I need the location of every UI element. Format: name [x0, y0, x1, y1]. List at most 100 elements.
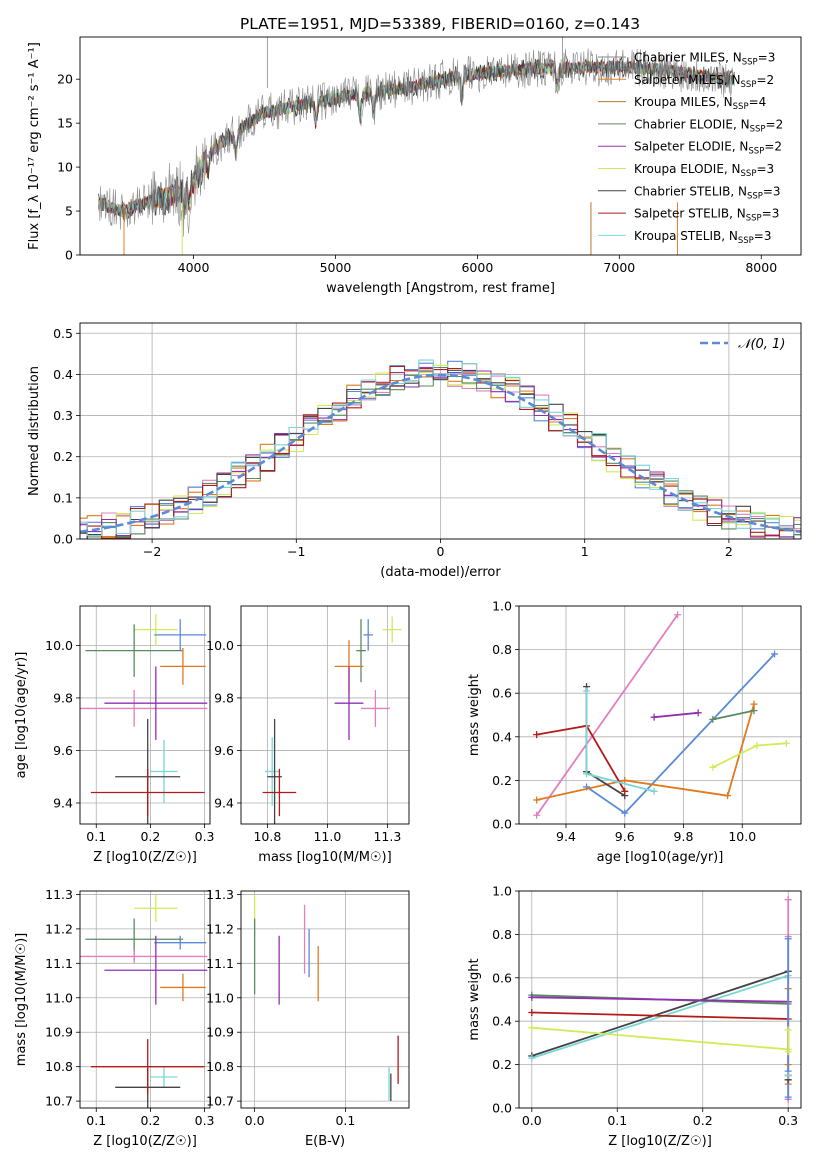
weight-series-0 [535, 614, 679, 816]
y-tick-label: 0.8 [492, 927, 512, 942]
weight-marker [782, 739, 790, 747]
y-axis-label: age [log10(age/yr)] [14, 652, 29, 779]
errorbar-group [80, 613, 208, 824]
errorbar-group [262, 616, 402, 824]
x-tick-label: 5000 [320, 260, 352, 275]
weight-marker [621, 776, 629, 784]
errorbar-group [80, 894, 208, 1108]
x-tick-label: 0.3 [195, 829, 215, 844]
y-tick-label: 10.9 [206, 1025, 234, 1040]
x-axis-label: wavelength [Angstrom, rest frame] [326, 281, 555, 296]
weight-series-1 [531, 974, 789, 1059]
weight-marker [621, 809, 629, 817]
spectrum-series-0 [98, 48, 735, 237]
weight-marker [674, 611, 682, 619]
weight-lines [533, 611, 790, 819]
legend-entry: Chabrier STELIB, NSSP=3 [634, 184, 781, 201]
x-tick-label: 11.0 [313, 829, 341, 844]
weight-marker [533, 731, 541, 739]
weight-lines [528, 896, 792, 1103]
weight-series-5 [531, 1026, 789, 1051]
y-axis-label: mass weight [467, 674, 482, 756]
x-tick-label: 10.0 [728, 829, 756, 844]
y-tick-label: 11.0 [206, 990, 234, 1005]
errorbar-group [253, 894, 399, 1102]
y-tick-label: 0 [65, 248, 73, 263]
y-tick-label: 9.4 [214, 795, 234, 810]
y-tick-label: 10.8 [45, 1059, 73, 1074]
y-tick-label: 5 [65, 204, 73, 219]
weight-marker [750, 700, 758, 708]
legend-entry: Kroupa MILES, NSSP=4 [634, 95, 766, 112]
y-axis-label: mass [log10(M/M☉)] [14, 933, 29, 1066]
y-tick-label: 9.6 [214, 743, 234, 758]
legend-entry: Salpeter MILES, NSSP=2 [634, 73, 774, 90]
histogram-steps [80, 359, 801, 539]
legend-entry: 𝒩(0, 1) [738, 337, 785, 352]
y-tick-label: 0.1 [53, 490, 73, 505]
weight-marker [784, 1048, 792, 1056]
y-tick-label: 20 [57, 72, 73, 87]
weight-marker [784, 1093, 792, 1101]
x-axis-label: (data-model)/error [380, 565, 501, 580]
weight-marker [784, 1026, 792, 1034]
x-tick-label: 0.0 [245, 1113, 265, 1128]
weight-marker [709, 763, 717, 771]
x-tick-label: 9.8 [674, 829, 694, 844]
weight-marker [650, 713, 658, 721]
legend-entry: Salpeter STELIB, NSSP=3 [634, 207, 779, 224]
x-tick-label: 0.3 [778, 1113, 798, 1128]
axes-frame [518, 605, 802, 825]
x-tick-label: 0.3 [195, 1113, 215, 1128]
weight-marker [784, 935, 792, 943]
weight-series-8 [585, 691, 655, 793]
weight-marker [650, 787, 658, 795]
weight-marker [533, 811, 541, 819]
age-vs-metallicity-panel: 0.1 0.2 0.3 9.4 9.6 9.8 10.0 Z [log10(Z/Z☉)] age… [14, 605, 215, 865]
weight-marker [583, 770, 591, 778]
y-tick-label: 11.1 [206, 956, 234, 971]
x-tick-label: 7000 [603, 260, 635, 275]
x-tick-label: 10.8 [253, 829, 281, 844]
x-tick-label: 11.3 [373, 829, 401, 844]
x-tick-label: 9.6 [615, 829, 635, 844]
histogram-series-5 [80, 367, 801, 538]
weight-marker [724, 792, 732, 800]
y-tick-label: 0.8 [492, 642, 512, 657]
weight-marker [528, 1054, 536, 1062]
weight-marker [528, 1024, 536, 1032]
x-axis-label: E(B-V) [305, 1134, 345, 1149]
weight-marker [709, 715, 717, 723]
y-tick-label: 0.4 [53, 367, 73, 382]
weight-marker [621, 787, 629, 795]
mass-weight-vs-age-panel: 9.4 9.6 9.8 10.0 0.0 0.2 0.4 0.6 0.8 1.0 age [log1… [467, 599, 802, 865]
x-tick-label: 4000 [178, 260, 210, 275]
spectrum-panel: 4000 5000 6000 7000 8000 0 5 10 15 20 wavelength [… [27, 36, 802, 296]
weight-marker [694, 709, 702, 717]
axes-frame [79, 322, 802, 540]
weight-marker [583, 687, 591, 695]
y-tick-label: 9.4 [53, 795, 73, 810]
x-tick-label: −1 [287, 544, 305, 559]
axes-frame [79, 36, 802, 256]
x-axis-label: Z [log10(Z/Z☉)] [93, 1134, 197, 1149]
mass-weight-vs-metallicity-panel: 0.0 0.1 0.2 0.3 0.0 0.2 0.4 0.6 0.8 1.0 Z [log10(Z… [467, 884, 802, 1149]
histogram-series-1 [80, 360, 801, 539]
y-tick-label: 10.0 [45, 638, 73, 653]
legend-entry: Salpeter ELODIE, NSSP=2 [634, 140, 782, 157]
normal-curve [80, 373, 801, 534]
figure-title: PLATE=1951, MJD=53389, FIBERID=0160, z=0… [240, 15, 640, 33]
y-tick-label: 0.0 [53, 532, 73, 547]
y-tick-label: 11.0 [45, 990, 73, 1005]
weight-marker [528, 993, 536, 1001]
y-tick-label: 9.8 [53, 690, 73, 705]
spectrum-lines [98, 37, 735, 255]
axes-frame [240, 605, 410, 825]
weight-marker [771, 650, 779, 658]
y-tick-label: 11.3 [45, 887, 73, 902]
y-tick-label: 1.0 [492, 599, 512, 614]
y-tick-label: 10 [57, 160, 73, 175]
y-tick-label: 0.2 [53, 449, 73, 464]
weight-marker [753, 742, 761, 750]
